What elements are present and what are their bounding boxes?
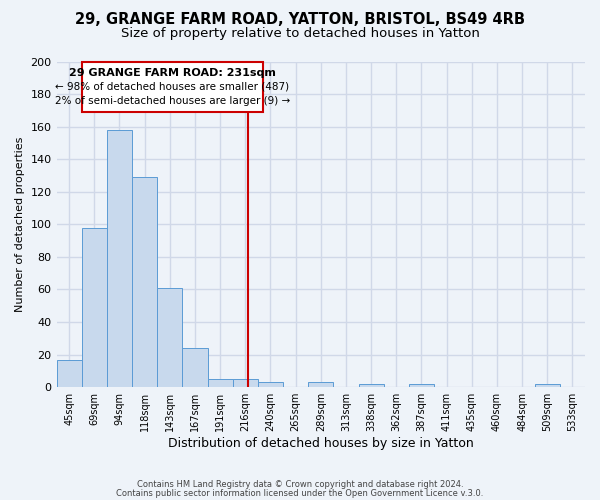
- Text: 2% of semi-detached houses are larger (9) →: 2% of semi-detached houses are larger (9…: [55, 96, 290, 106]
- Bar: [182, 348, 208, 387]
- Bar: [82, 228, 107, 387]
- Bar: [107, 130, 132, 387]
- Bar: [359, 384, 383, 387]
- Y-axis label: Number of detached properties: Number of detached properties: [15, 136, 25, 312]
- Bar: [157, 288, 182, 387]
- X-axis label: Distribution of detached houses by size in Yatton: Distribution of detached houses by size …: [168, 437, 473, 450]
- Text: ← 98% of detached houses are smaller (487): ← 98% of detached houses are smaller (48…: [55, 82, 289, 92]
- Text: Contains public sector information licensed under the Open Government Licence v.: Contains public sector information licen…: [116, 488, 484, 498]
- Bar: [233, 379, 258, 387]
- FancyBboxPatch shape: [82, 62, 263, 112]
- Bar: [208, 379, 233, 387]
- Bar: [258, 382, 283, 387]
- Text: 29 GRANGE FARM ROAD: 231sqm: 29 GRANGE FARM ROAD: 231sqm: [69, 68, 276, 78]
- Bar: [308, 382, 334, 387]
- Bar: [56, 360, 82, 387]
- Text: Size of property relative to detached houses in Yatton: Size of property relative to detached ho…: [121, 28, 479, 40]
- Text: Contains HM Land Registry data © Crown copyright and database right 2024.: Contains HM Land Registry data © Crown c…: [137, 480, 463, 489]
- Bar: [132, 177, 157, 387]
- Bar: [409, 384, 434, 387]
- Bar: [535, 384, 560, 387]
- Text: 29, GRANGE FARM ROAD, YATTON, BRISTOL, BS49 4RB: 29, GRANGE FARM ROAD, YATTON, BRISTOL, B…: [75, 12, 525, 28]
